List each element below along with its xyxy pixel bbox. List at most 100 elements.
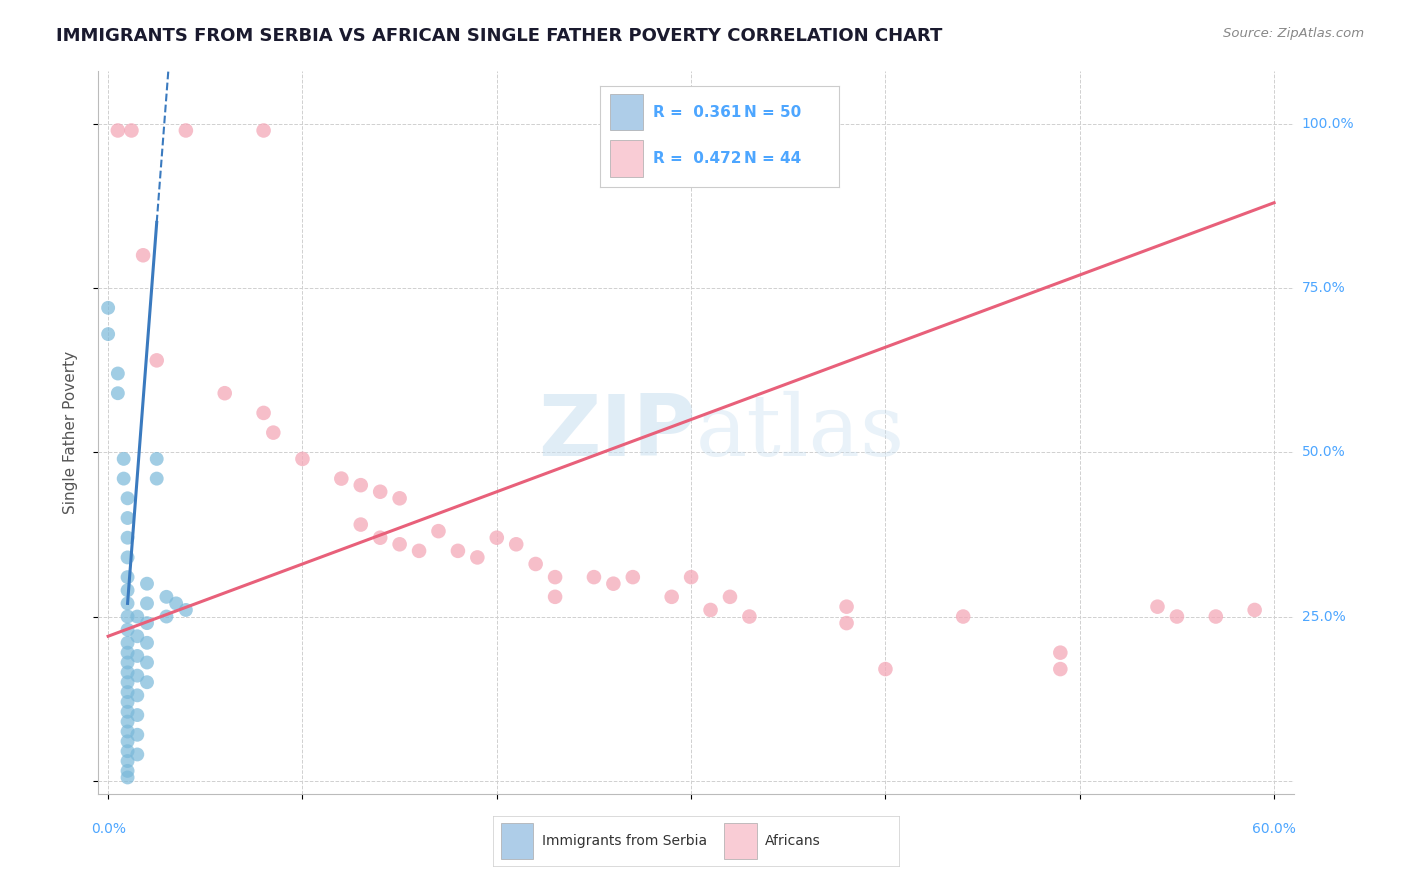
Point xyxy=(145,472,167,486)
Point xyxy=(661,590,683,604)
Point xyxy=(952,609,974,624)
Point xyxy=(388,537,411,551)
Point xyxy=(117,665,139,680)
Point xyxy=(117,531,139,545)
Point xyxy=(388,491,411,506)
Point xyxy=(117,636,139,650)
Point xyxy=(117,695,139,709)
Point xyxy=(174,603,197,617)
Text: 75.0%: 75.0% xyxy=(1302,281,1346,295)
Point xyxy=(1205,609,1227,624)
Point xyxy=(117,685,139,699)
Point xyxy=(117,754,139,768)
Point xyxy=(1166,609,1188,624)
Point xyxy=(368,484,391,499)
Point xyxy=(544,570,567,584)
Point xyxy=(505,537,527,551)
Point xyxy=(467,550,489,565)
Point xyxy=(127,728,149,742)
Point xyxy=(117,570,139,584)
Point xyxy=(582,570,605,584)
Point xyxy=(112,451,135,466)
Text: 0.0%: 0.0% xyxy=(90,822,125,836)
Point xyxy=(485,531,508,545)
Point xyxy=(291,451,314,466)
Point xyxy=(1243,603,1265,617)
Point xyxy=(699,603,721,617)
Point xyxy=(107,367,129,381)
Point xyxy=(117,714,139,729)
Point xyxy=(117,764,139,778)
Point xyxy=(117,724,139,739)
Point xyxy=(117,656,139,670)
Point xyxy=(117,705,139,719)
Point xyxy=(136,656,159,670)
Point xyxy=(738,609,761,624)
Point xyxy=(621,570,644,584)
Point xyxy=(136,616,159,631)
Text: 100.0%: 100.0% xyxy=(1302,117,1354,131)
Point xyxy=(107,386,129,401)
Point xyxy=(1146,599,1168,614)
Point xyxy=(214,386,236,401)
Point xyxy=(117,744,139,758)
Point xyxy=(127,689,149,703)
Point xyxy=(117,646,139,660)
Point xyxy=(155,609,177,624)
Point xyxy=(107,123,129,137)
Point xyxy=(127,609,149,624)
Point xyxy=(1049,646,1071,660)
Point xyxy=(117,609,139,624)
Point xyxy=(602,576,624,591)
Point xyxy=(427,524,450,538)
Point xyxy=(117,623,139,637)
Point xyxy=(117,550,139,565)
Point xyxy=(174,123,197,137)
Point xyxy=(120,123,142,137)
Point xyxy=(136,576,159,591)
Point xyxy=(835,599,858,614)
Point xyxy=(252,123,274,137)
Text: atlas: atlas xyxy=(696,391,905,475)
Point xyxy=(1049,662,1071,676)
Point xyxy=(136,636,159,650)
Point xyxy=(875,662,897,676)
Point xyxy=(155,590,177,604)
Point xyxy=(117,734,139,748)
Text: Source: ZipAtlas.com: Source: ZipAtlas.com xyxy=(1223,27,1364,40)
Point xyxy=(136,596,159,610)
Text: ZIP: ZIP xyxy=(538,391,696,475)
Point xyxy=(718,590,741,604)
Text: 25.0%: 25.0% xyxy=(1302,609,1346,624)
Point xyxy=(330,472,353,486)
Y-axis label: Single Father Poverty: Single Father Poverty xyxy=(63,351,77,514)
Point xyxy=(524,557,547,571)
Point xyxy=(447,544,470,558)
Point xyxy=(408,544,430,558)
Point xyxy=(127,708,149,723)
Point xyxy=(368,531,391,545)
Point xyxy=(145,451,167,466)
Text: IMMIGRANTS FROM SERBIA VS AFRICAN SINGLE FATHER POVERTY CORRELATION CHART: IMMIGRANTS FROM SERBIA VS AFRICAN SINGLE… xyxy=(56,27,942,45)
Point xyxy=(117,675,139,690)
Point xyxy=(127,648,149,663)
Point xyxy=(350,478,373,492)
Point xyxy=(145,353,167,368)
Point xyxy=(681,570,703,584)
Point xyxy=(262,425,284,440)
Point xyxy=(165,596,187,610)
Point xyxy=(127,629,149,643)
Point xyxy=(252,406,274,420)
Point xyxy=(127,747,149,762)
Point xyxy=(544,590,567,604)
Point xyxy=(136,675,159,690)
Point xyxy=(835,616,858,631)
Point xyxy=(132,248,155,262)
Point xyxy=(127,668,149,682)
Point xyxy=(350,517,373,532)
Point xyxy=(117,596,139,610)
Point xyxy=(117,583,139,598)
Point xyxy=(117,511,139,525)
Text: 50.0%: 50.0% xyxy=(1302,445,1346,459)
Point xyxy=(117,771,139,785)
